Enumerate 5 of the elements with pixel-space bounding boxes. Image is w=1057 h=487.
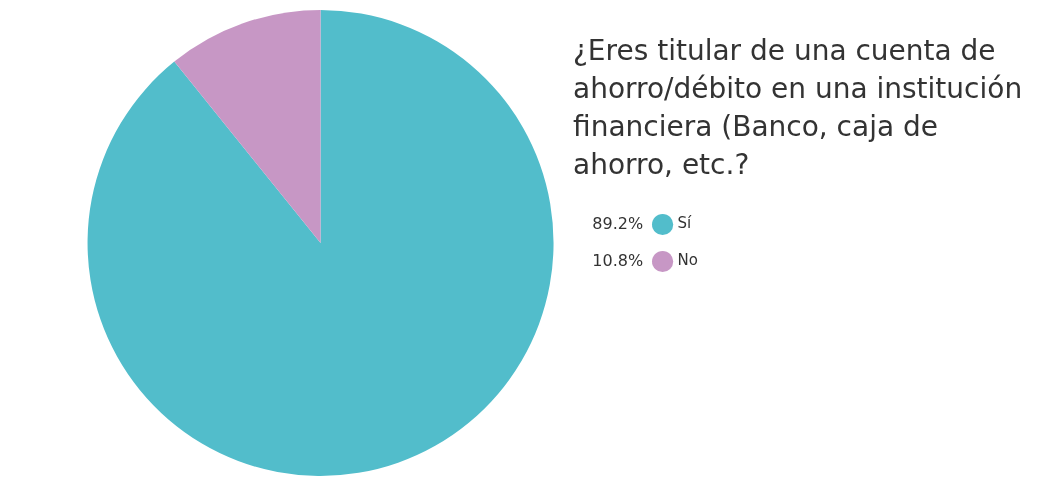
legend-label: No	[677, 251, 699, 270]
legend-label: Sí	[677, 214, 693, 233]
text: ¿Eres titular de una cuenta de ahorro/débito en una institución financiera (Banco, caja de ahorro, etc.?	[573, 33, 1024, 183]
data-label: 89.2%	[592, 213, 644, 233]
data-label: 10.8%	[592, 250, 644, 270]
